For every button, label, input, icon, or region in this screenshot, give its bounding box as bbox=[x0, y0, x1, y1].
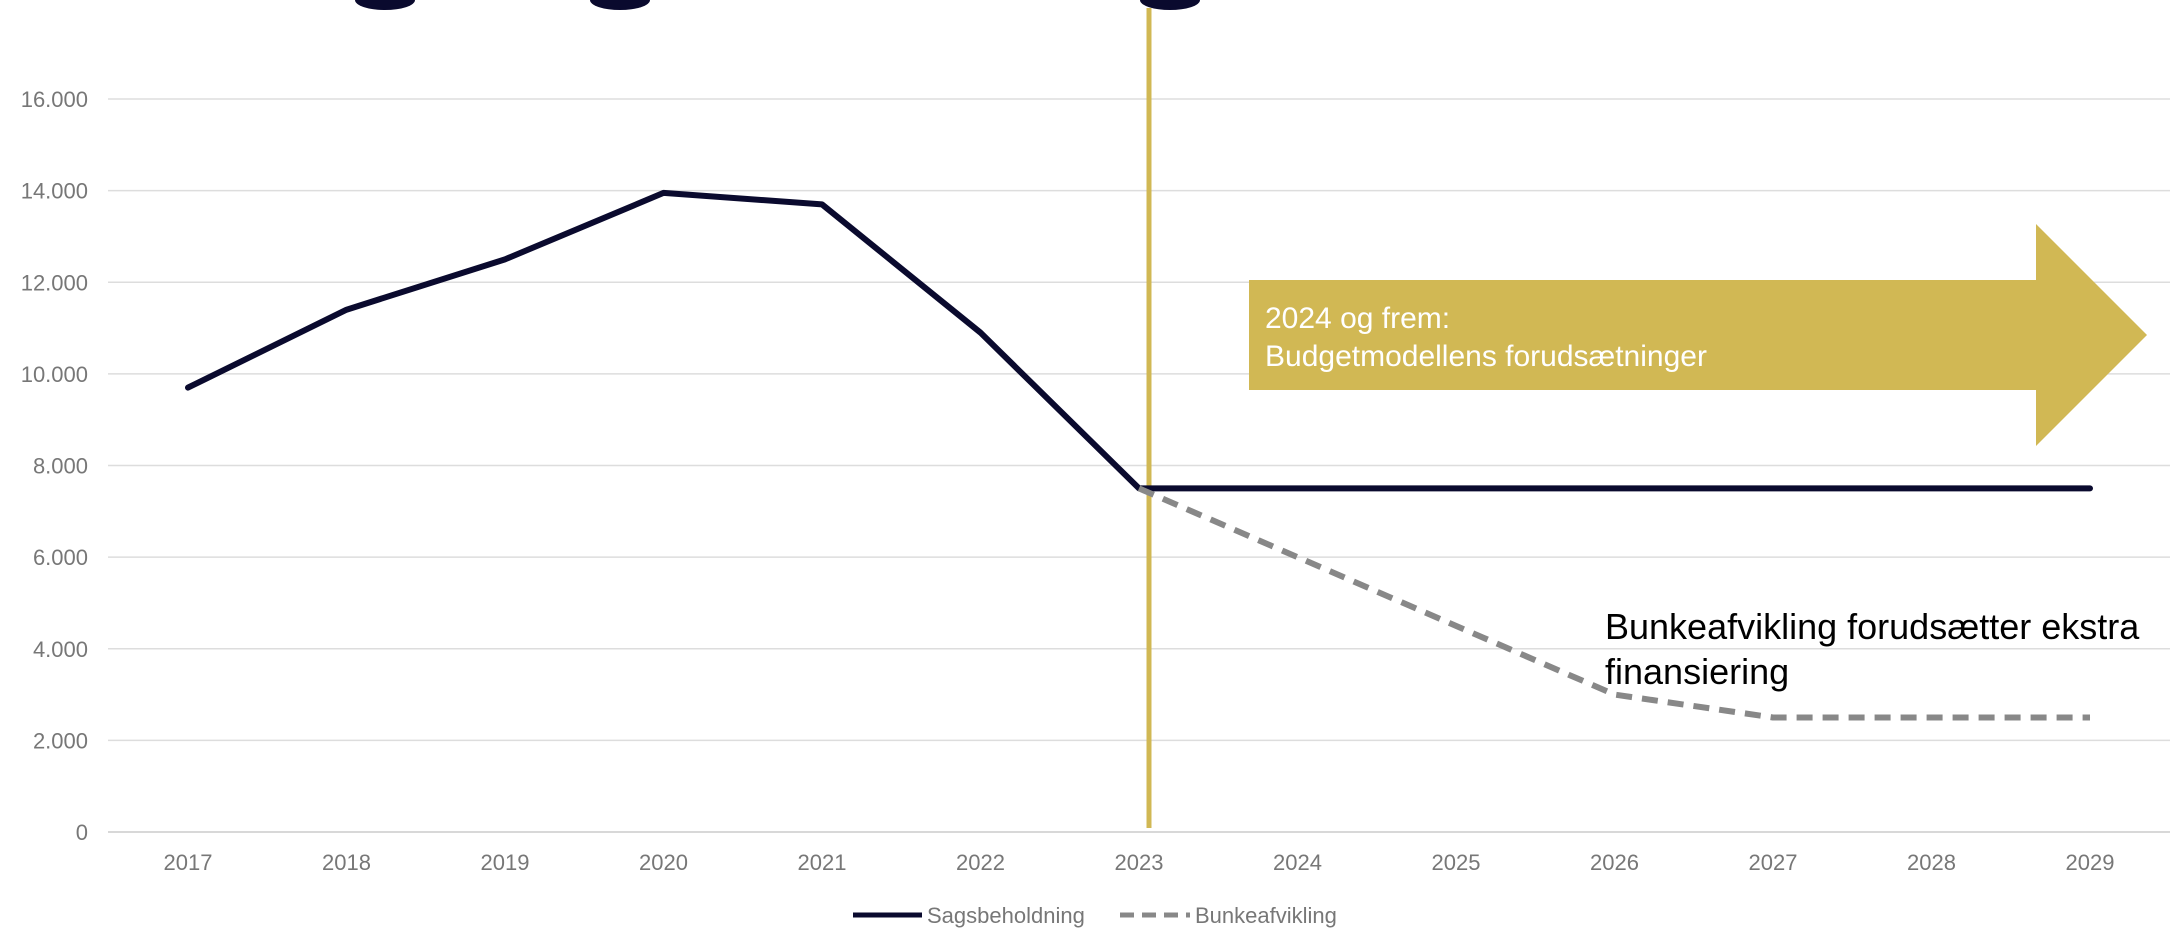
x-axis-tick-labels: 2017 2018 2019 2020 2021 2022 2023 2024 2025 2026… bbox=[164, 850, 2115, 875]
callout-text-line1: 2024 og frem: bbox=[1265, 302, 1450, 335]
y-tick-label: 10.000 bbox=[21, 362, 88, 387]
x-tick-label: 2023 bbox=[1115, 850, 1164, 875]
x-tick-label: 2017 bbox=[164, 850, 213, 875]
y-tick-label: 8.000 bbox=[33, 454, 88, 479]
callout-arrow: 2024 og frem: Budgetmodellens forudsætni… bbox=[1249, 224, 2147, 446]
title-fragment-1 bbox=[590, 0, 650, 10]
y-tick-label: 6.000 bbox=[33, 545, 88, 570]
y-tick-label: 0 bbox=[76, 820, 88, 845]
x-tick-label: 2028 bbox=[1907, 850, 1956, 875]
x-tick-label: 2018 bbox=[322, 850, 371, 875]
callout-text-line2: Budgetmodellens forudsætninger bbox=[1265, 340, 1707, 373]
y-tick-label: 12.000 bbox=[21, 270, 88, 295]
annotation-text-line2: finansiering bbox=[1605, 651, 1789, 692]
x-tick-label: 2021 bbox=[798, 850, 847, 875]
annotation: Bunkeafvikling forudsætter ekstra finans… bbox=[1605, 606, 2140, 692]
x-tick-label: 2020 bbox=[639, 850, 688, 875]
series-lines bbox=[185, 189, 2093, 721]
x-tick-label: 2019 bbox=[481, 850, 530, 875]
title-fragment-2 bbox=[1140, 0, 1200, 10]
x-tick-label: 2022 bbox=[956, 850, 1005, 875]
cut-off-title-fragments bbox=[355, 0, 1200, 10]
y-tick-label: 14.000 bbox=[21, 179, 88, 204]
annotation-text-line1: Bunkeafvikling forudsætter ekstra bbox=[1605, 606, 2140, 647]
x-tick-label: 2027 bbox=[1749, 850, 1798, 875]
x-tick-label: 2024 bbox=[1273, 850, 1322, 875]
y-tick-label: 2.000 bbox=[33, 728, 88, 753]
y-tick-label: 4.000 bbox=[33, 637, 88, 662]
gridlines bbox=[108, 98, 2170, 833]
x-tick-label: 2029 bbox=[2066, 850, 2115, 875]
x-tick-label: 2025 bbox=[1432, 850, 1481, 875]
x-tick-label: 2026 bbox=[1590, 850, 1639, 875]
legend: Sagsbeholdning Bunkeafvikling bbox=[853, 903, 1337, 928]
y-axis-tick-labels: 0 2.000 4.000 6.000 8.000 10.000 12.000 14.000 1… bbox=[21, 87, 88, 845]
legend-label-bunkeafvikling: Bunkeafvikling bbox=[1195, 903, 1337, 928]
y-tick-label: 16.000 bbox=[21, 87, 88, 112]
callout-arrow-shape bbox=[1249, 224, 2147, 446]
legend-label-sagsbeholdning: Sagsbeholdning bbox=[927, 903, 1085, 928]
title-fragment-0 bbox=[355, 0, 415, 10]
